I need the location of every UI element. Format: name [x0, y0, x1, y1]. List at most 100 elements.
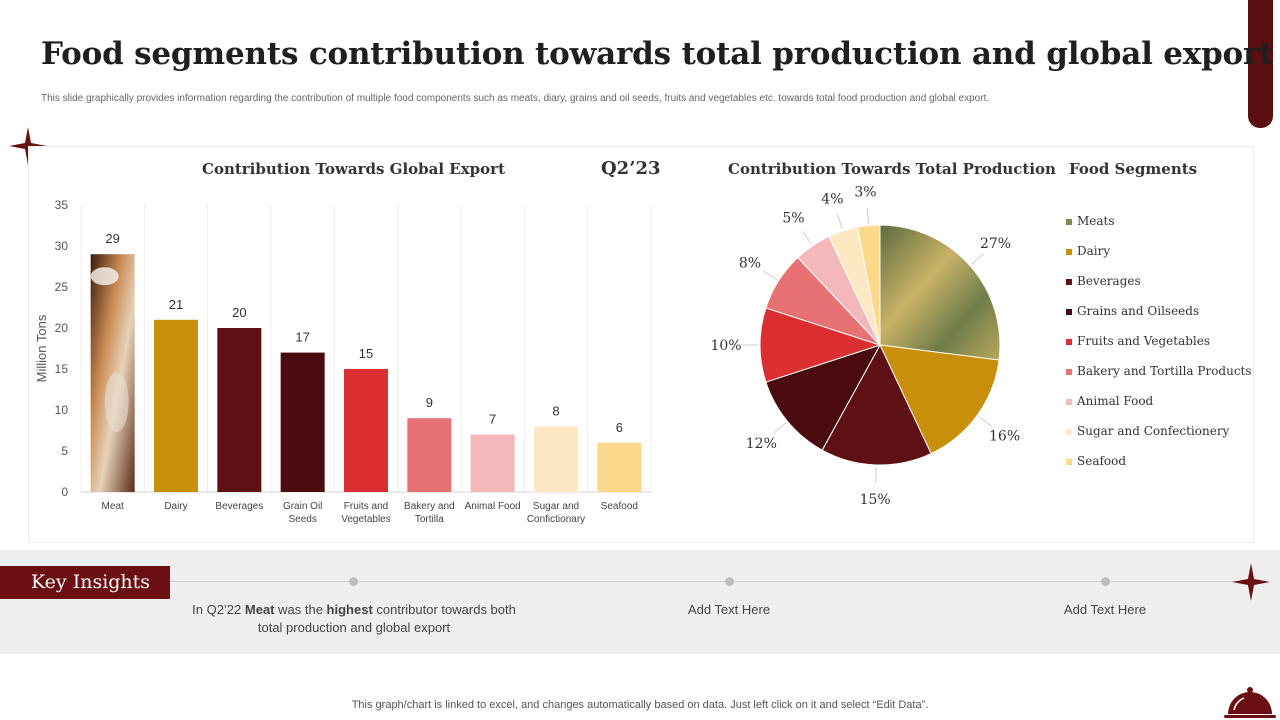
pie-leader-line: [866, 207, 870, 224]
legend-swatch: [1066, 219, 1072, 225]
pie-slice-meats: [879, 224, 1001, 361]
legend-item: Meats: [1066, 214, 1252, 244]
page-subtitle: This slide graphically provides informat…: [41, 93, 990, 104]
legend-swatch: [1066, 279, 1072, 285]
legend-item: Bakery and Tortilla Products: [1066, 364, 1252, 394]
legend-label: Bakery and Tortilla Products: [1077, 364, 1252, 378]
x-tick-label: Meat: [102, 501, 124, 512]
legend-label: Seafood: [1077, 454, 1127, 468]
y-tick-label: 25: [55, 280, 69, 294]
insight-text-2[interactable]: Add Text Here: [687, 602, 771, 617]
pie-chart-title: Contribution Towards Total Production: [728, 160, 1056, 178]
legend-swatch: [1066, 249, 1072, 255]
legend-swatch: [1066, 339, 1072, 345]
pie-leader-line: [978, 416, 992, 427]
legend-item: Seafood: [1066, 454, 1252, 484]
bar-value-label: 17: [295, 330, 309, 345]
timeline-dot: [349, 577, 358, 586]
bar-meat: [90, 254, 135, 492]
insight-text-3[interactable]: Add Text Here: [1063, 602, 1147, 617]
pie-leader-line: [763, 270, 778, 281]
y-tick-label: 15: [55, 362, 69, 376]
bar-beverages: [217, 328, 262, 492]
insight-text-1: In Q2’22 Meat was the highest contributo…: [192, 602, 516, 635]
meat-photo-accent: [104, 372, 129, 432]
pie-value-label: 5%: [782, 211, 804, 227]
timeline-dot: [1101, 577, 1110, 586]
legend-item: Sugar and Confectionery: [1066, 424, 1252, 454]
x-tick-label: Fruits and: [344, 501, 388, 512]
bar-chart-title: Contribution Towards Global Export: [202, 160, 506, 178]
legend-label: Dairy: [1077, 244, 1111, 258]
legend-swatch: [1066, 309, 1072, 315]
bar-value-label: 21: [169, 297, 183, 312]
legend-title: Food Segments: [1069, 160, 1198, 178]
y-tick-label: 10: [55, 403, 69, 417]
bar-value-label: 9: [426, 395, 433, 410]
legend-label: Fruits and Vegetables: [1077, 334, 1211, 348]
x-tick-label: Beverages: [215, 501, 263, 512]
x-tick-label: Animal Food: [465, 501, 521, 512]
bar-fruits-and-vegetables: [344, 369, 388, 492]
bar-chart: 0 5 10 15 20 25 30 35 Million Tons 29 Meat 21 Dairy 2…: [34, 198, 652, 525]
key-insights-band: [0, 550, 1280, 654]
legend-label: Sugar and Confectionery: [1077, 424, 1230, 438]
y-tick-label: 35: [55, 198, 69, 212]
pie-value-label: 12%: [746, 436, 777, 452]
y-tick-label: 5: [61, 444, 68, 458]
page-title: Food segments contribution towards total…: [41, 36, 1274, 72]
legend-item: Fruits and Vegetables: [1066, 334, 1252, 364]
pie-value-label: 4%: [821, 192, 843, 208]
bar-value-label: 29: [105, 231, 119, 246]
pie-leader-line: [971, 253, 984, 265]
legend-swatch: [1066, 369, 1072, 375]
timeline-dot: [725, 577, 734, 586]
pie-value-label: 27%: [980, 236, 1011, 252]
pie-value-label: 15%: [860, 492, 891, 508]
x-tick-label: Sugar and: [533, 501, 579, 512]
x-tick-label: Bakery and: [404, 501, 455, 512]
insights-timeline-line: [170, 581, 1240, 582]
pie-slice-dairy: [879, 344, 1000, 455]
legend-item: Dairy: [1066, 244, 1252, 274]
x-tick-label: Vegetables: [341, 514, 391, 525]
legend-swatch: [1066, 429, 1072, 435]
x-tick-label: Grain Oil: [283, 501, 322, 512]
charts-svg[interactable]: 0 5 10 15 20 25 30 35 Million Tons 29 Meat 21 Dairy 2…: [0, 0, 1280, 560]
pie-legend: Meats Dairy Beverages Grains and Oilseeds Fr…: [1066, 214, 1252, 484]
bar-bakery-and-tortilla: [407, 418, 452, 492]
food-cloche-icon: [1224, 687, 1276, 718]
x-tick-label: Dairy: [164, 501, 187, 512]
pie-slice-fruits-and-vegetables: [759, 307, 882, 383]
bar-animal-food: [470, 434, 515, 492]
sparkle-star-icon: [1232, 563, 1270, 601]
pie-value-label: 16%: [989, 429, 1020, 445]
legend-swatch: [1066, 399, 1072, 405]
legend-swatch: [1066, 459, 1072, 465]
bar-sugar-and-confictionary: [534, 426, 578, 492]
pie-value-label: 10%: [710, 338, 741, 354]
pie-chart: 27% 16% 15% 12% 10% 8% 5% 4% 3%: [710, 185, 1020, 508]
pie-slice-seafood: [856, 224, 881, 346]
y-axis-label: Million Tons: [34, 314, 49, 382]
legend-label: Animal Food: [1077, 394, 1154, 408]
bar-dairy: [154, 319, 198, 492]
pie-leader-line: [773, 422, 787, 434]
legend-label: Grains and Oilseeds: [1077, 304, 1200, 318]
legend-item: Beverages: [1066, 274, 1252, 304]
x-tick-label: Seeds: [288, 514, 316, 525]
bar-seafood: [597, 442, 642, 492]
quarter-label: Q2’23: [601, 158, 661, 179]
legend-label: Meats: [1077, 214, 1115, 228]
decorative-top-tab: [1248, 0, 1273, 128]
bar-value-label: 6: [616, 420, 623, 435]
bar-value-label: 15: [359, 346, 373, 361]
y-tick-label: 30: [55, 239, 69, 253]
key-insights-label: Key Insights: [0, 566, 170, 599]
pie-leader-line: [875, 466, 877, 483]
legend-label: Beverages: [1077, 274, 1141, 288]
pie-slice-grains-and-oilseeds: [765, 344, 882, 451]
bar-value-label: 20: [232, 305, 246, 320]
bar-value-label: 7: [489, 412, 496, 427]
bar-value-label: 8: [552, 403, 559, 418]
